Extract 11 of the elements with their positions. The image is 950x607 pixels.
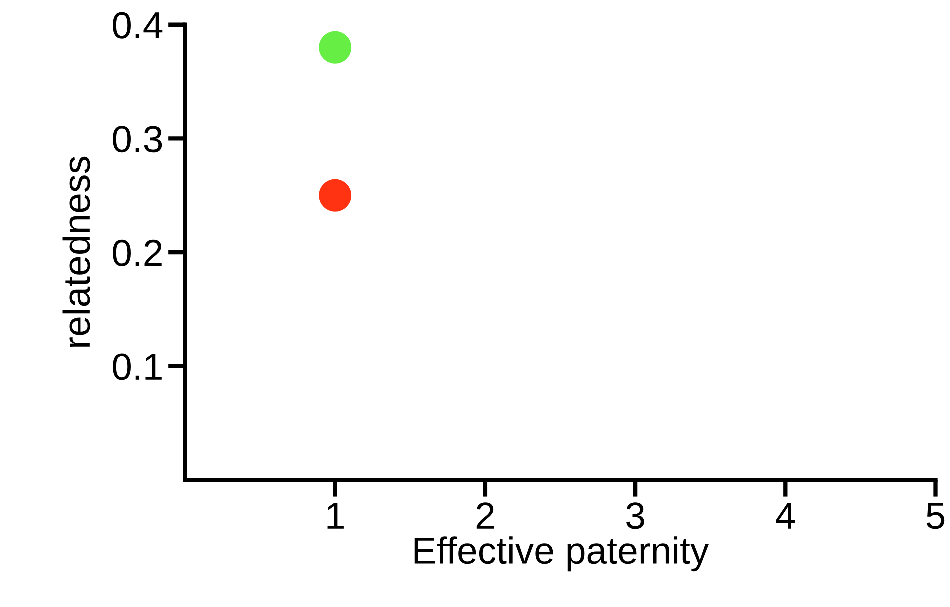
x-axis-title: Effective paternity xyxy=(414,536,710,572)
x-tick-label: 2 xyxy=(476,502,494,529)
x-tick-label: 5 xyxy=(926,503,945,530)
y-tick-label: 0.1 xyxy=(113,354,162,380)
y-axis-title: relatedness xyxy=(62,156,90,347)
x-tick-label: 3 xyxy=(626,502,644,530)
y-tick-label: 0.4 xyxy=(113,12,163,39)
x-tick-label: 1 xyxy=(328,503,344,529)
y-tick-label: 0.3 xyxy=(113,126,162,153)
y-tick-label: 0.2 xyxy=(113,240,162,266)
x-tick-label: 4 xyxy=(776,503,795,529)
